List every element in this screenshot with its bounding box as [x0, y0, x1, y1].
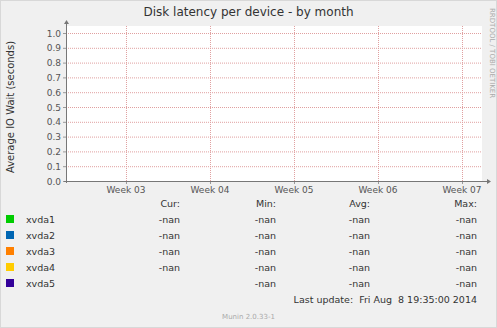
x-tick-label: Week 03: [106, 185, 145, 195]
legend-header: Min:: [256, 198, 276, 209]
x-axis-arrow: [487, 179, 491, 184]
y-tick: [63, 166, 66, 167]
y-tick: [63, 63, 66, 64]
y-tick-label: 0.9: [47, 43, 62, 53]
y-tick-label: 0.0: [47, 177, 62, 187]
legend-value: -nan: [255, 246, 276, 257]
y-grid-line: [66, 77, 482, 78]
grid: [63, 26, 482, 184]
legend-label: xvda4: [26, 262, 55, 273]
y-tick-label: 0.8: [47, 58, 62, 68]
y-tick: [63, 77, 66, 78]
legend-swatch: [6, 263, 14, 271]
legend-label: xvda2: [26, 230, 55, 241]
legend-header: Max:: [454, 198, 477, 209]
legend-swatch: [6, 279, 14, 287]
y-tick-label: 0.2: [47, 147, 61, 157]
y-grid-line: [66, 92, 482, 93]
legend-value: -nan: [159, 214, 180, 225]
y-tick: [63, 151, 66, 152]
legend-value: -nan: [456, 262, 477, 273]
legend-label: xvda3: [26, 246, 55, 257]
x-tick-label: Week 05: [275, 185, 314, 195]
x-grid-line: [378, 26, 379, 181]
y-tick-label: 0.7: [47, 73, 61, 83]
x-grid-line: [210, 26, 211, 181]
title: Disk latency per device - by month: [143, 5, 353, 19]
border: [1, 1, 497, 328]
chart: Disk latency per device - by month Averag…: [0, 0, 497, 328]
legend-label: xvda1: [26, 214, 55, 225]
y-tick-label: 0.4: [47, 117, 62, 127]
x-tick-label: Week 06: [359, 185, 398, 195]
background: [0, 0, 497, 328]
legend-value: -nan: [255, 262, 276, 273]
x-tick-label: Week 04: [190, 185, 229, 195]
y-tick: [63, 33, 66, 34]
y-tick: [63, 107, 66, 108]
watermark: RRDTOOL / TOBI OETIKER: [488, 8, 496, 98]
y-tick-label: 0.5: [47, 103, 61, 113]
y-tick: [63, 137, 66, 138]
y-tick: [63, 122, 66, 123]
y-grid-line: [66, 33, 482, 34]
legend-value: -nan: [159, 246, 180, 257]
y-grid-line: [66, 107, 482, 108]
y-tick-label: 0.3: [47, 132, 61, 142]
legend-value: -nan: [349, 214, 370, 225]
x-grid-line: [126, 26, 127, 181]
y-grid-line: [66, 166, 482, 167]
x-grid-line: [294, 26, 295, 181]
legend-label: xvda5: [26, 278, 55, 289]
legend-swatch: [6, 231, 14, 239]
legend-header: Avg:: [349, 198, 370, 209]
last-update: Last update: Fri Aug 8 19:35:00 2014: [294, 294, 477, 305]
y-grid-line: [66, 63, 482, 64]
legend-value: -nan: [349, 230, 370, 241]
y-grid-line: [66, 137, 482, 138]
legend-value: -nan: [456, 246, 477, 257]
legend-value: -nan: [456, 214, 477, 225]
y-tick: [63, 48, 66, 49]
legend-swatch: [6, 215, 14, 223]
x-grid-line: [462, 26, 463, 181]
legend-value: -nan: [349, 246, 370, 257]
legend-header: Cur:: [160, 198, 180, 209]
y-grid-line: [66, 122, 482, 123]
legend-value: -nan: [349, 278, 370, 289]
legend-value: -nan: [456, 278, 477, 289]
legend-value: -nan: [159, 262, 180, 273]
legend-value: -nan: [255, 214, 276, 225]
legend-value: -nan: [456, 230, 477, 241]
legend-value: -nan: [349, 262, 370, 273]
y-tick-label: 0.6: [47, 88, 62, 98]
plot-area: [66, 26, 482, 181]
footer: Munin 2.0.33-1: [222, 313, 275, 321]
y-tick-label: 1.0: [47, 29, 62, 39]
legend-value: -nan: [255, 230, 276, 241]
y-axis-label: Average IO Wait (seconds): [5, 41, 16, 173]
y-tick-label: 0.1: [47, 162, 61, 172]
y-axis-arrow: [64, 20, 69, 24]
legend-value: -nan: [255, 278, 276, 289]
y-grid-line: [66, 151, 482, 152]
legend-swatch: [6, 247, 14, 255]
y-grid-line: [66, 48, 482, 49]
x-tick-label: Week 07: [443, 185, 482, 195]
y-axis: [66, 24, 67, 183]
y-tick: [63, 92, 66, 93]
legend-value: -nan: [159, 230, 180, 241]
x-axis: [64, 181, 487, 182]
